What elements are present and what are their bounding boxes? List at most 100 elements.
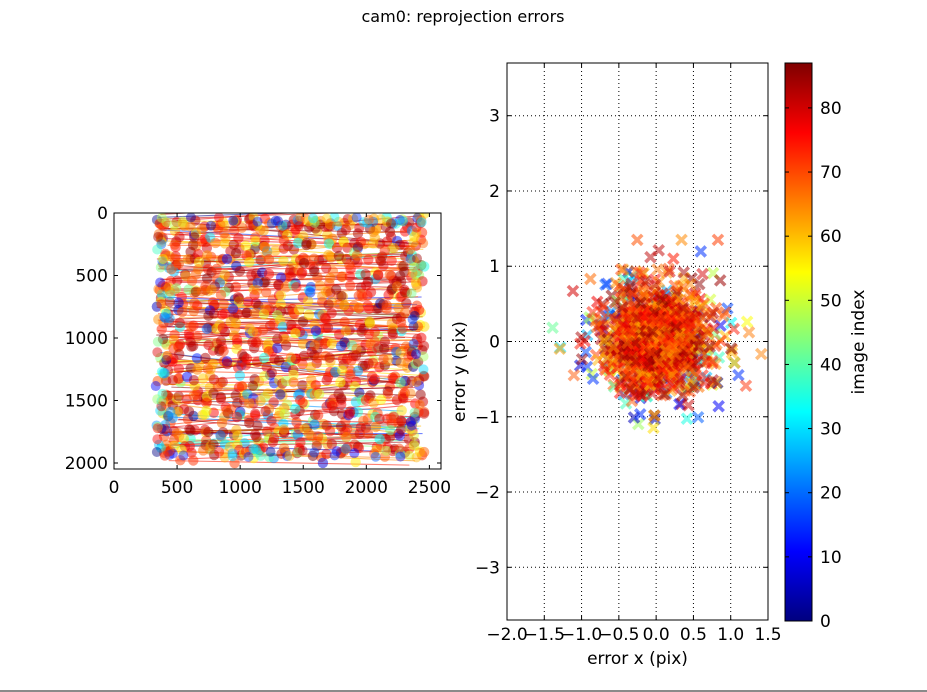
image-point bbox=[351, 250, 363, 261]
error-marker bbox=[677, 301, 690, 315]
colorbar-tick-label: 0 bbox=[820, 612, 831, 632]
image-point bbox=[397, 214, 408, 225]
image-point bbox=[411, 227, 422, 238]
image-point bbox=[169, 239, 180, 250]
image-point bbox=[320, 221, 331, 232]
image-point bbox=[395, 451, 406, 462]
image-point bbox=[412, 356, 424, 367]
image-point bbox=[227, 303, 239, 314]
image-point bbox=[156, 289, 168, 300]
image-point bbox=[298, 350, 310, 362]
image-point bbox=[173, 391, 184, 402]
image-point bbox=[171, 275, 183, 286]
image-point bbox=[248, 452, 259, 464]
error-marker bbox=[607, 340, 620, 354]
image-point bbox=[217, 309, 228, 320]
image-point bbox=[206, 284, 217, 296]
image-point bbox=[174, 317, 185, 329]
image-point bbox=[166, 264, 177, 275]
image-point bbox=[252, 443, 263, 454]
image-point bbox=[244, 323, 255, 334]
image-point bbox=[230, 390, 241, 401]
image-point bbox=[418, 364, 429, 375]
image-point bbox=[417, 345, 428, 356]
error-marker bbox=[651, 263, 664, 276]
image-point bbox=[275, 389, 286, 400]
x-tick-label: −1.0 bbox=[561, 625, 602, 645]
image-point bbox=[412, 282, 423, 293]
image-point bbox=[332, 220, 343, 231]
image-point bbox=[297, 445, 308, 456]
y-tick-label: 0 bbox=[97, 204, 108, 224]
image-point bbox=[351, 213, 362, 223]
image-point bbox=[231, 411, 243, 423]
image-point bbox=[405, 388, 416, 399]
image-point bbox=[250, 444, 261, 455]
error-marker bbox=[579, 345, 593, 359]
error-marker bbox=[633, 408, 647, 421]
image-points-trace bbox=[160, 213, 196, 215]
image-point bbox=[409, 306, 420, 317]
image-point bbox=[177, 216, 188, 227]
error-marker bbox=[598, 323, 611, 337]
image-point bbox=[386, 255, 397, 267]
image-point bbox=[199, 424, 211, 436]
image-point bbox=[319, 338, 330, 349]
error-marker bbox=[586, 372, 600, 386]
colorbar-tick-label: 20 bbox=[820, 484, 842, 504]
image-point bbox=[404, 450, 415, 461]
image-point bbox=[404, 424, 416, 435]
image-point bbox=[284, 450, 295, 461]
image-point bbox=[188, 455, 199, 466]
image-point bbox=[264, 217, 275, 229]
image-points-trace bbox=[158, 213, 294, 218]
image-point bbox=[268, 433, 280, 444]
image-point bbox=[292, 237, 304, 249]
image-point bbox=[290, 403, 301, 414]
error-marker bbox=[649, 314, 662, 328]
image-point bbox=[241, 307, 253, 318]
image-point bbox=[170, 283, 182, 294]
image-point bbox=[215, 289, 227, 301]
image-point bbox=[352, 241, 364, 253]
image-point bbox=[295, 437, 306, 448]
error-marker bbox=[665, 295, 678, 308]
image-point bbox=[395, 317, 407, 328]
image-point bbox=[193, 263, 204, 275]
image-point bbox=[156, 423, 167, 434]
error-marker bbox=[671, 379, 684, 392]
image-point bbox=[341, 431, 352, 443]
error-marker bbox=[724, 342, 738, 355]
image-point bbox=[230, 216, 242, 227]
error-marker bbox=[623, 382, 637, 396]
image-point bbox=[164, 449, 175, 460]
colorbar-tick-label: 60 bbox=[820, 227, 842, 247]
image-point bbox=[370, 451, 381, 462]
image-point bbox=[323, 249, 334, 261]
image-point bbox=[219, 227, 230, 239]
image-point bbox=[193, 248, 204, 260]
error-marker bbox=[607, 353, 621, 366]
image-point bbox=[155, 262, 166, 273]
image-point bbox=[416, 215, 427, 226]
image-point bbox=[305, 219, 317, 231]
image-point bbox=[301, 239, 312, 251]
image-point bbox=[335, 377, 346, 388]
image-point bbox=[185, 221, 196, 232]
image-point bbox=[297, 359, 308, 370]
y-tick-label: 500 bbox=[76, 267, 108, 287]
image-point bbox=[161, 354, 172, 365]
error-marker bbox=[668, 279, 681, 292]
image-point bbox=[410, 307, 421, 318]
image-point bbox=[411, 334, 423, 345]
image-point bbox=[333, 216, 344, 227]
image-point bbox=[167, 374, 178, 386]
image-point bbox=[416, 217, 427, 228]
image-point bbox=[331, 446, 342, 457]
error-marker bbox=[652, 244, 665, 257]
image-point bbox=[326, 438, 337, 450]
image-point bbox=[242, 296, 254, 307]
error-marker bbox=[646, 387, 659, 401]
image-point bbox=[206, 220, 217, 231]
image-point bbox=[203, 310, 214, 322]
